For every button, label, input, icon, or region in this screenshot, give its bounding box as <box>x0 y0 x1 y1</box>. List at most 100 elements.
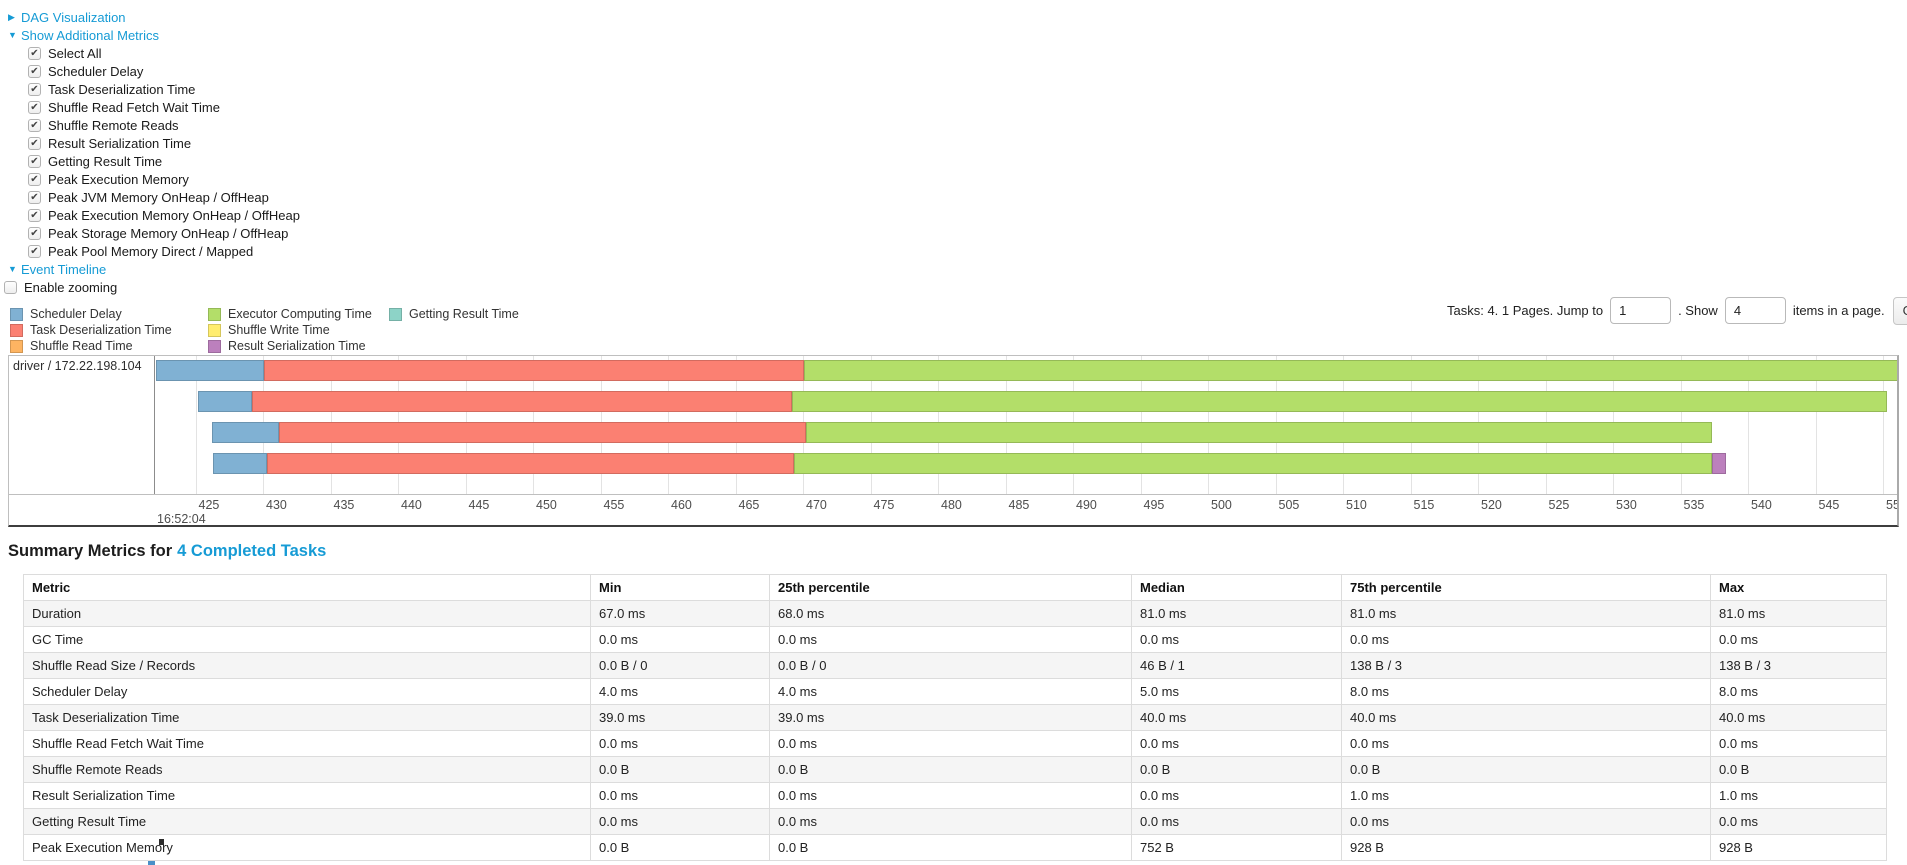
axis-tick-label: 520 <box>1481 498 1502 512</box>
mouse-cursor-artifact <box>159 839 164 845</box>
axis-tick-label: 515 <box>1413 498 1435 512</box>
task-bar-segment-executor-computing[interactable] <box>804 360 1897 381</box>
checkbox-shuffle-read-fetch-wait-time[interactable]: ✔ <box>28 100 41 114</box>
summary-value-cell: 5.0 ms <box>1131 678 1342 705</box>
task-bar-segment-task-deserialization[interactable] <box>279 422 806 443</box>
task-bar-segment-task-deserialization[interactable] <box>267 453 794 474</box>
task-bar-segment-executor-computing[interactable] <box>792 391 1888 412</box>
task-bar-segment-result-serialization[interactable] <box>1711 453 1727 474</box>
axis-tick-label: 445 <box>468 498 490 512</box>
dag-visualization-toggle[interactable]: ▶ DAG Visualization <box>8 10 126 25</box>
summary-row: Duration 67.0 ms 68.0 ms 81.0 ms 81.0 ms 81.0… <box>23 600 1887 627</box>
summary-column-header: 75th percentile <box>1341 574 1711 601</box>
summary-value-cell: 1.0 ms <box>1341 782 1711 809</box>
checkbox-peak-execution-memory-onheap-offheap[interactable]: ✔ <box>28 208 41 222</box>
checkbox-scheduler-delay-label: Scheduler Delay <box>48 63 144 79</box>
event-timeline-chart: driver / 172.22.198.104 16:52:04 425 430 4… <box>8 355 1899 527</box>
summary-column-header: Max <box>1710 574 1887 601</box>
show-label: . Show <box>1678 303 1718 318</box>
task-bar-segment-scheduler-delay[interactable] <box>213 453 268 474</box>
summary-value-cell: 0.0 B <box>1710 756 1887 783</box>
summary-column-header: Median <box>1131 574 1342 601</box>
control-row: ✔ Shuffle Read Fetch Wait Time <box>4 98 300 116</box>
summary-value-cell: 39.0 ms <box>769 704 1132 731</box>
shuffle-read-swatch-icon <box>10 339 23 353</box>
summary-column-header: Min <box>590 574 770 601</box>
summary-value-cell: 0.0 ms <box>1710 626 1887 653</box>
summary-metrics-heading: Summary Metrics for 4 Completed Tasks <box>8 542 326 561</box>
summary-value-cell: 40.0 ms <box>1341 704 1711 731</box>
legend-item-result-serialization: Result Serialization Time <box>208 339 366 353</box>
checkbox-shuffle-read-fetch-wait-time-label: Shuffle Read Fetch Wait Time <box>48 99 220 115</box>
task-bar-segment-task-deserialization[interactable] <box>252 391 793 412</box>
checkbox-shuffle-remote-reads-label: Shuffle Remote Reads <box>48 117 179 133</box>
axis-tick-label: 430 <box>266 498 287 512</box>
enable-zooming-checkbox-label: Enable zooming <box>24 279 118 295</box>
checkbox-peak-execution-memory[interactable]: ✔ <box>28 172 41 186</box>
summary-header-row: Metric Min 25th percentile Median 75th perce… <box>23 574 1887 601</box>
checkbox-task-deserialization-time[interactable]: ✔ <box>28 82 41 96</box>
control-row: ✔ Getting Result Time <box>4 152 300 170</box>
event-timeline-toggle[interactable]: ▼ Event Timeline <box>8 262 106 277</box>
checkbox-peak-execution-memory-label: Peak Execution Memory <box>48 171 189 187</box>
show-additional-metrics-toggle[interactable]: ▼ Show Additional Metrics <box>8 28 159 43</box>
summary-value-cell: 0.0 ms <box>590 808 770 835</box>
checkbox-peak-jvm-memory-onheap-offheap[interactable]: ✔ <box>28 190 41 204</box>
axis-tick-label: 485 <box>1008 498 1030 512</box>
scheduler-delay-swatch-icon <box>10 307 23 321</box>
summary-value-cell: 0.0 ms <box>1131 808 1342 835</box>
legend-item-getting-result: Getting Result Time <box>389 307 519 321</box>
summary-value-cell: 4.0 ms <box>590 678 770 705</box>
cutoff-content-sliver <box>148 861 155 865</box>
checkbox-select-all[interactable]: ✔ <box>28 46 41 60</box>
summary-value-cell: 40.0 ms <box>1710 704 1887 731</box>
summary-metric-cell: Duration <box>23 600 591 627</box>
tasks-count-text: Tasks: 4. 1 Pages. Jump to <box>1447 303 1604 318</box>
summary-value-cell: 0.0 ms <box>769 626 1132 653</box>
summary-value-cell: 0.0 ms <box>769 808 1132 835</box>
summary-value-cell: 138 B / 3 <box>1710 652 1887 679</box>
summary-value-cell: 0.0 B <box>769 756 1132 783</box>
checkbox-getting-result-time[interactable]: ✔ <box>28 154 41 168</box>
axis-gridline <box>1883 356 1884 494</box>
checkbox-shuffle-remote-reads[interactable]: ✔ <box>28 118 41 132</box>
page-size-input[interactable] <box>1724 297 1786 324</box>
summary-value-cell: 0.0 ms <box>590 782 770 809</box>
control-row: ✔ Shuffle Remote Reads <box>4 116 300 134</box>
control-row: ✔ Select All <box>4 44 300 62</box>
summary-value-cell: 0.0 B / 0 <box>590 652 770 679</box>
checkbox-peak-pool-memory-direct-mapped[interactable]: ✔ <box>28 244 41 258</box>
axis-tick-label: 425 <box>198 498 220 512</box>
task-bar-segment-executor-computing[interactable] <box>793 453 1712 474</box>
checkbox-peak-storage-memory-onheap-offheap[interactable]: ✔ <box>28 226 41 240</box>
summary-value-cell: 81.0 ms <box>1341 600 1711 627</box>
enable-zooming-checkbox[interactable] <box>4 280 17 294</box>
getting-result-swatch-icon <box>389 307 402 321</box>
task-bar-segment-executor-computing[interactable] <box>805 422 1712 443</box>
control-row: ✔ Result Serialization Time <box>4 134 300 152</box>
jump-to-page-input[interactable] <box>1610 297 1672 324</box>
summary-metric-cell: Shuffle Remote Reads <box>23 756 591 783</box>
task-bar-segment-scheduler-delay[interactable] <box>198 391 253 412</box>
task-bar-segment-task-deserialization[interactable] <box>264 360 805 381</box>
checkbox-result-serialization-time[interactable]: ✔ <box>28 136 41 150</box>
checkbox-scheduler-delay[interactable]: ✔ <box>28 64 41 78</box>
axis-tick-label: 480 <box>941 498 962 512</box>
summary-value-cell: 0.0 ms <box>590 626 770 653</box>
legend-label: Shuffle Write Time <box>228 323 330 337</box>
summary-value-cell: 0.0 ms <box>1710 730 1887 757</box>
axis-tick-label: 440 <box>401 498 422 512</box>
go-button[interactable]: Go <box>1892 296 1907 325</box>
axis-tick-label: 475 <box>873 498 895 512</box>
summary-row: Shuffle Remote Reads 0.0 B 0.0 B 0.0 B 0.0 B… <box>23 756 1887 783</box>
control-row: ✔ Peak Pool Memory Direct / Mapped <box>4 242 300 260</box>
items-per-page-label: items in a page. <box>1792 303 1885 318</box>
task-bar-segment-scheduler-delay[interactable] <box>156 360 265 381</box>
axis-tick-label: 455 <box>603 498 625 512</box>
legend-item-shuffle-read: Shuffle Read Time <box>10 339 133 353</box>
summary-value-cell: 0.0 ms <box>1131 626 1342 653</box>
task-bar-segment-scheduler-delay[interactable] <box>211 422 280 443</box>
completed-tasks-link[interactable]: 4 Completed Tasks <box>177 542 327 560</box>
summary-value-cell: 8.0 ms <box>1341 678 1711 705</box>
result-serialization-swatch-icon <box>208 339 221 353</box>
